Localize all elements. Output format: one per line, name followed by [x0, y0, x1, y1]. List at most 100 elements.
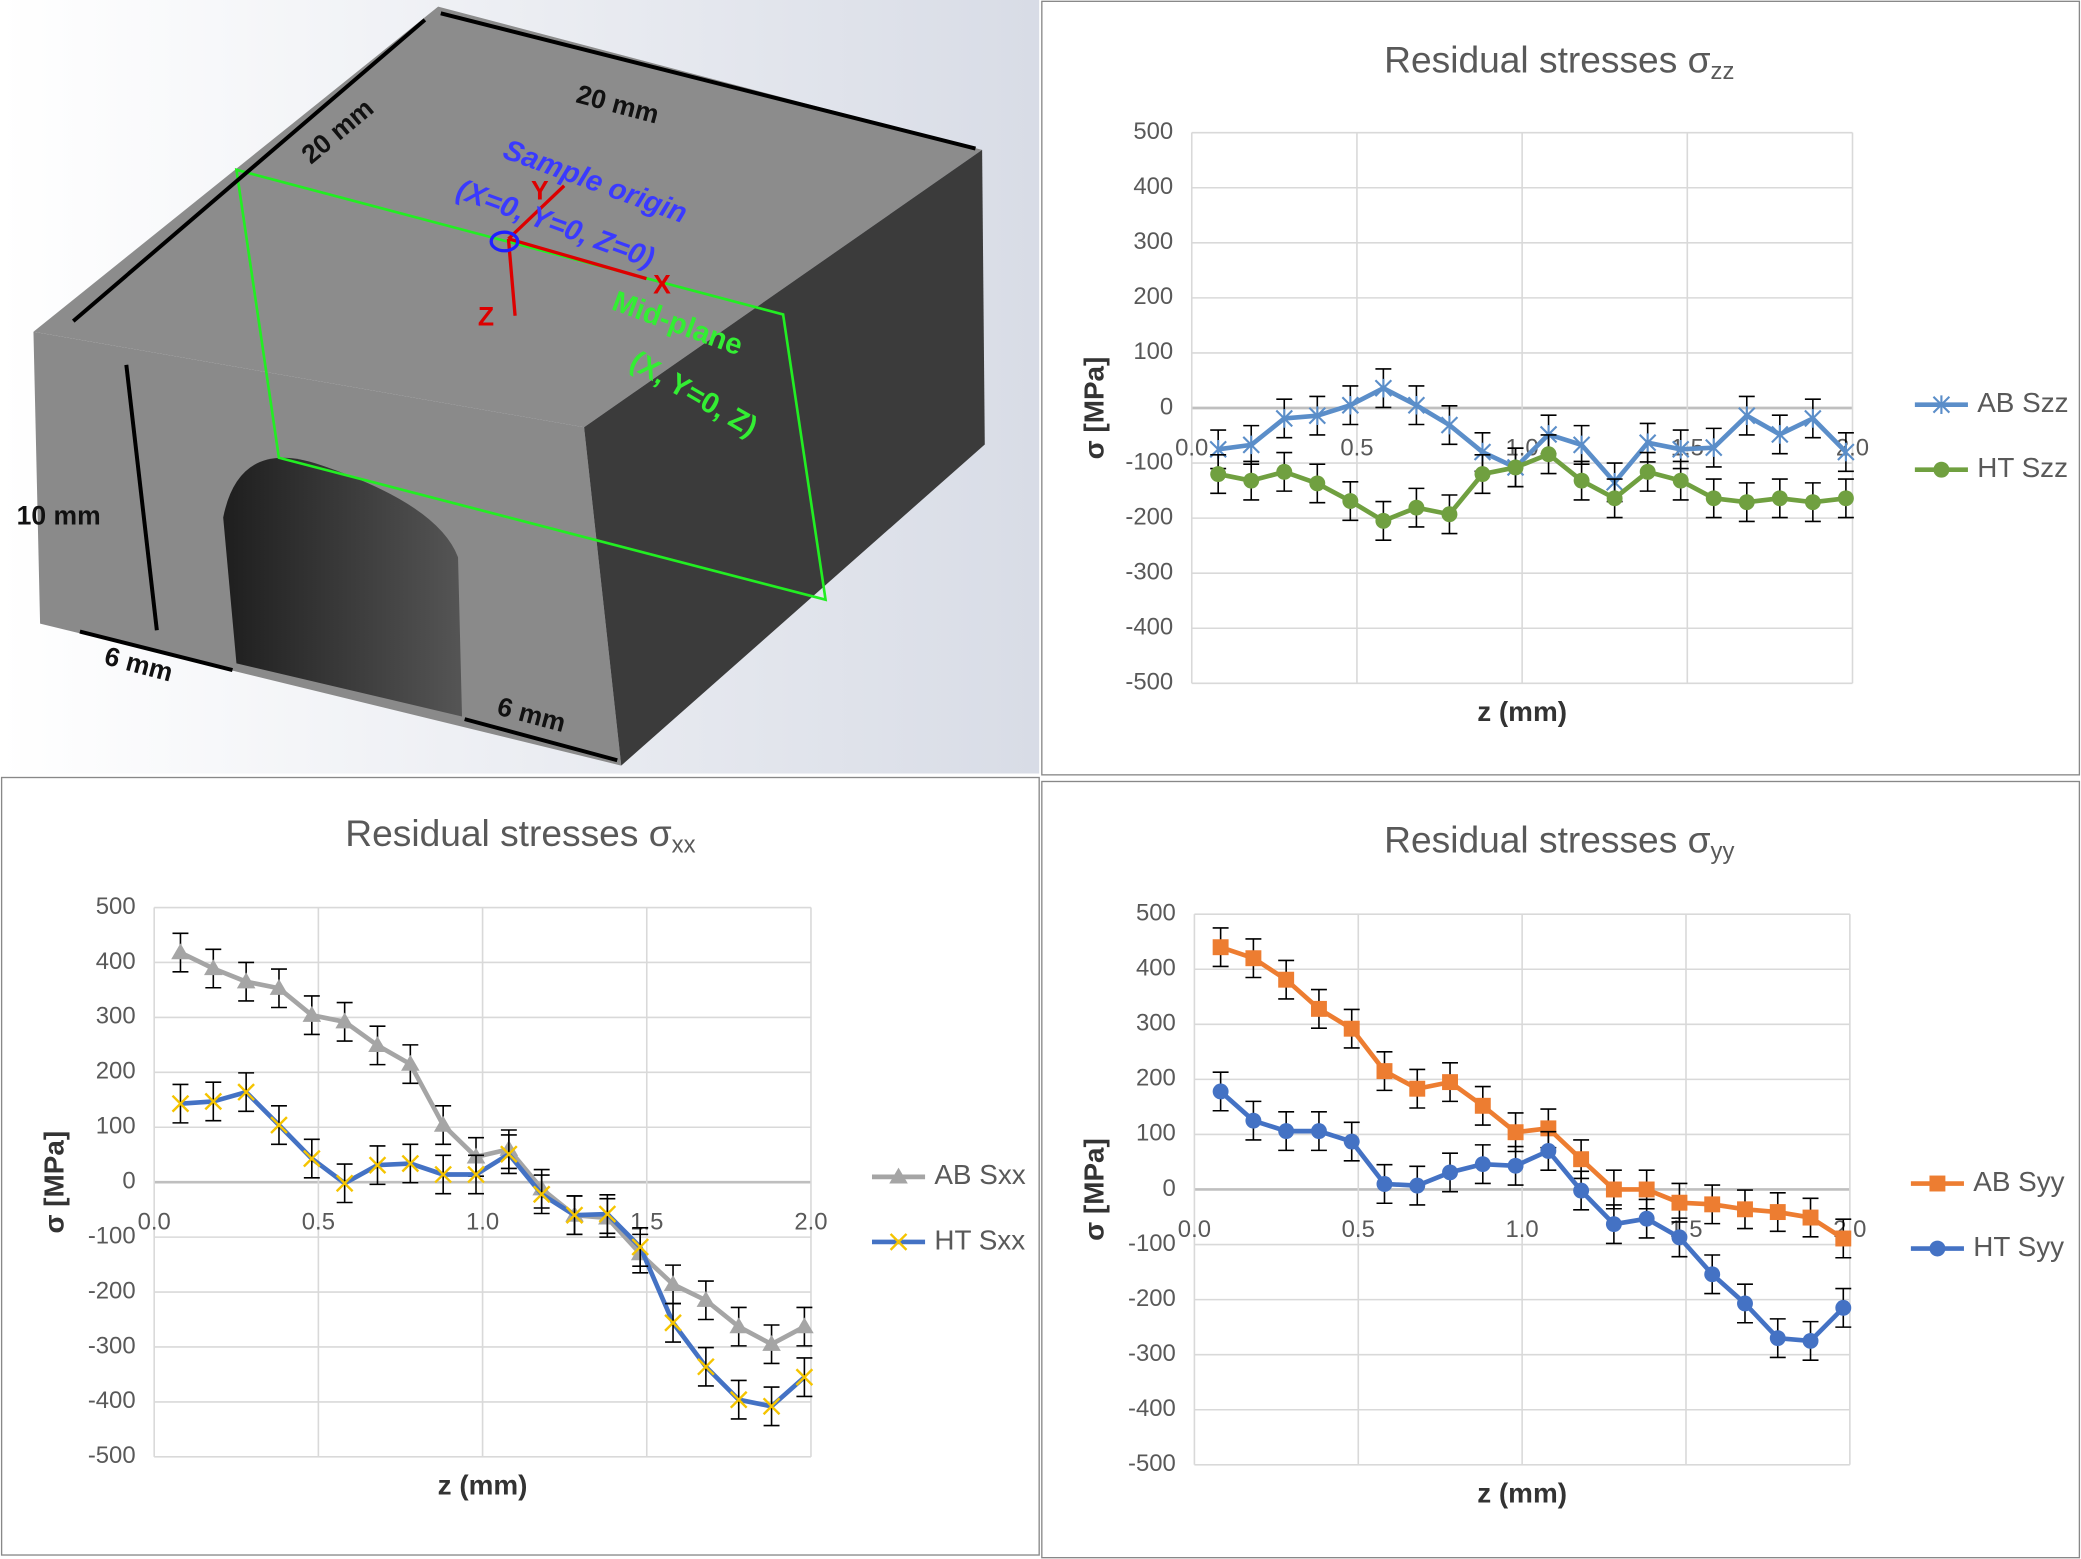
y-tick-label: -300 — [1125, 558, 1173, 585]
marker — [1540, 1142, 1557, 1159]
y-tick-label: 400 — [96, 948, 136, 975]
marker — [1835, 1230, 1852, 1247]
marker — [1540, 446, 1557, 463]
marker — [1474, 1156, 1491, 1173]
marker — [1310, 1000, 1327, 1017]
marker — [1212, 939, 1229, 956]
marker — [1573, 472, 1590, 489]
x-axis-label: z (mm) — [438, 1470, 528, 1501]
y-tick-label: -500 — [88, 1442, 136, 1469]
marker — [1606, 490, 1623, 507]
panel-border — [1041, 0, 2081, 776]
marker — [1308, 406, 1327, 425]
x-tick-label: 0.5 — [1342, 1216, 1375, 1243]
marker — [663, 1275, 683, 1291]
marker — [1245, 950, 1262, 967]
y-tick-label: 400 — [1133, 173, 1173, 200]
marker — [1278, 1123, 1295, 1140]
x-tick-label: 1.0 — [1506, 1216, 1539, 1243]
marker — [1837, 442, 1855, 462]
y-tick-label: 0 — [1163, 1175, 1176, 1202]
y-tick-label: 100 — [1133, 338, 1173, 365]
y-tick-label: 100 — [96, 1113, 136, 1140]
marker — [762, 1334, 781, 1351]
title-subscript: zz — [1711, 58, 1735, 85]
marker — [664, 1314, 682, 1332]
marker — [335, 1174, 354, 1193]
marker — [467, 1165, 485, 1184]
y-tick-label: 200 — [1136, 1065, 1176, 1092]
marker — [565, 1206, 584, 1224]
marker — [1376, 1176, 1393, 1192]
legend-marker — [1933, 461, 1950, 478]
marker — [1605, 1216, 1622, 1233]
marker — [1375, 512, 1392, 529]
legend-marker — [889, 1233, 908, 1251]
title-subscript: yy — [1711, 838, 1735, 865]
y-tick-label: 0 — [1160, 393, 1173, 420]
x-axis-label: z (mm) — [1477, 1478, 1567, 1509]
title-text: Residual stresses σ — [345, 812, 671, 854]
y-tick-label: 300 — [96, 1003, 136, 1030]
marker — [1802, 1209, 1819, 1226]
marker — [1276, 463, 1293, 480]
marker — [1343, 1133, 1360, 1150]
y-tick-label: -200 — [88, 1277, 136, 1304]
marker — [1409, 1177, 1426, 1194]
marker — [1738, 406, 1756, 425]
legend-label: AB Syy — [1973, 1166, 2064, 1197]
marker — [1573, 1182, 1590, 1199]
marker — [631, 1238, 650, 1256]
x-tick-label: 0.5 — [302, 1209, 335, 1236]
x-tick-label: 1.0 — [466, 1209, 499, 1236]
marker — [1474, 466, 1491, 483]
marker — [729, 1317, 749, 1334]
legend-marker — [889, 1167, 908, 1184]
marker — [433, 1115, 453, 1132]
arch — [223, 457, 463, 717]
marker — [1243, 472, 1260, 489]
y-tick-label: 200 — [1133, 283, 1173, 310]
title-text: Residual stresses σ — [1384, 818, 1710, 860]
legend-marker — [1929, 1240, 1946, 1257]
marker — [1442, 1164, 1458, 1181]
title-subscript: xx — [672, 832, 696, 859]
marker — [500, 1145, 518, 1163]
marker — [1309, 475, 1326, 492]
marker — [1835, 1299, 1852, 1316]
marker — [1474, 1097, 1491, 1114]
marker — [236, 972, 256, 989]
marker — [204, 1092, 223, 1111]
marker — [1705, 438, 1723, 457]
marker — [368, 1156, 387, 1174]
marker — [1605, 1181, 1622, 1198]
y-tick-label: 100 — [1136, 1120, 1176, 1147]
y-axis-label: σ [MPa] — [38, 1131, 69, 1234]
y-tick-label: -400 — [1128, 1395, 1176, 1422]
marker — [1737, 1295, 1753, 1312]
marker — [1507, 1124, 1524, 1141]
y-tick-label: -400 — [1125, 614, 1173, 641]
x-axis-label: z (mm) — [1477, 696, 1567, 727]
marker — [598, 1205, 617, 1223]
marker — [171, 1094, 190, 1113]
marker — [1507, 1157, 1524, 1174]
legend-label: HT Sxx — [934, 1224, 1025, 1255]
y-tick-label: 300 — [1136, 1010, 1176, 1037]
marker — [368, 1036, 387, 1053]
marker — [1638, 433, 1657, 452]
y-tick-label: -500 — [1128, 1450, 1176, 1477]
marker — [1245, 1112, 1262, 1129]
marker — [1573, 1151, 1590, 1168]
marker — [1310, 1123, 1327, 1140]
marker — [1374, 378, 1393, 398]
marker — [1771, 425, 1789, 444]
marker — [1737, 1201, 1753, 1218]
marker — [1210, 466, 1227, 483]
series-line — [179, 950, 806, 1347]
y-tick-label: -100 — [88, 1222, 136, 1249]
marker — [795, 1368, 814, 1386]
axis-label: Z — [478, 301, 494, 331]
marker — [1278, 971, 1295, 988]
